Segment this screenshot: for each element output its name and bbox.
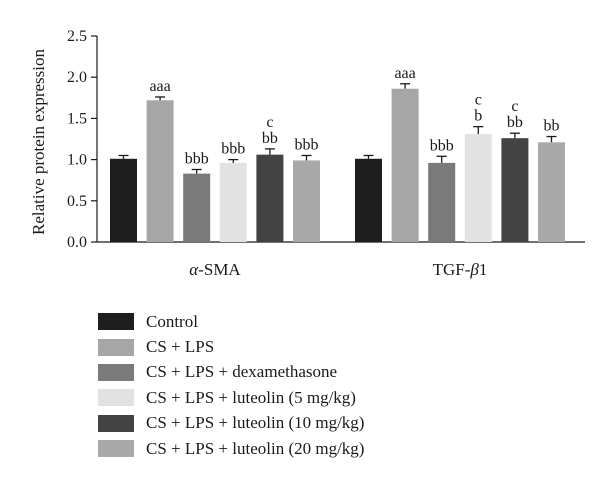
significance-label: bb <box>262 130 278 147</box>
significance-label: c <box>475 92 482 109</box>
x-category-label: TGF-β1 <box>433 260 488 279</box>
y-tick-label: 1.5 <box>67 110 87 127</box>
legend-swatch <box>98 338 134 356</box>
bar <box>538 142 565 242</box>
significance-label: aaa <box>149 78 170 95</box>
significance-label: bbb <box>185 150 209 167</box>
significance-label: bbb <box>295 136 319 153</box>
significance-label: aaa <box>394 65 415 82</box>
legend-swatch <box>98 313 134 331</box>
bar <box>256 154 284 242</box>
significance-label: c <box>266 114 273 131</box>
bar-chart: 0.00.51.01.52.02.5aaabbbbbbbbcbbbaaabbbb… <box>29 28 585 279</box>
bar <box>501 138 529 242</box>
legend-swatch <box>98 440 134 458</box>
significance-label: bbb <box>221 141 245 158</box>
legend-item: Control <box>98 309 364 334</box>
significance-label: bbb <box>430 137 454 154</box>
plot-area: 0.00.51.01.52.02.5aaabbbbbbbbcbbbaaabbbb… <box>67 28 585 279</box>
legend: Control CS + LPS CS + LPS + dexamethasone C… <box>98 309 364 461</box>
legend-item: CS + LPS + luteolin (5 mg/kg) <box>98 385 364 410</box>
legend-item: CS + LPS + luteolin (20 mg/kg) <box>98 436 364 461</box>
legend-label: CS + LPS + luteolin (10 mg/kg) <box>146 413 365 433</box>
bar <box>293 160 320 242</box>
bar <box>464 134 492 242</box>
legend-swatch <box>98 363 134 381</box>
legend-label: CS + LPS <box>146 337 215 357</box>
y-axis-label: Relative protein expression <box>29 49 48 236</box>
legend-label: CS + LPS + dexamethasone <box>146 362 338 382</box>
y-tick-label: 1.0 <box>67 152 87 169</box>
bar <box>146 100 174 242</box>
legend-swatch <box>98 389 134 407</box>
x-category-label: α-SMA <box>189 260 241 279</box>
significance-label: bb <box>544 118 560 135</box>
legend-label: CS + LPS + luteolin (5 mg/kg) <box>146 387 356 407</box>
y-tick-label: 0.0 <box>67 234 87 251</box>
bar <box>428 162 456 242</box>
significance-label: c <box>511 98 518 115</box>
legend-item: CS + LPS <box>98 334 364 359</box>
legend-swatch <box>98 414 134 432</box>
y-tick-label: 2.0 <box>67 69 87 86</box>
legend-label: Control <box>146 311 198 331</box>
legend-item: CS + LPS + dexamethasone <box>98 360 364 385</box>
y-tick-label: 0.5 <box>67 193 87 210</box>
significance-label: bb <box>507 114 523 131</box>
legend-item: CS + LPS + luteolin (10 mg/kg) <box>98 411 364 436</box>
bar <box>219 162 247 242</box>
y-tick-label: 2.5 <box>67 28 87 45</box>
bar <box>110 158 137 242</box>
bar <box>355 158 382 242</box>
significance-label: b <box>474 108 482 125</box>
bar <box>183 173 211 242</box>
bar <box>391 88 419 243</box>
legend-label: CS + LPS + luteolin (20 mg/kg) <box>146 438 365 458</box>
